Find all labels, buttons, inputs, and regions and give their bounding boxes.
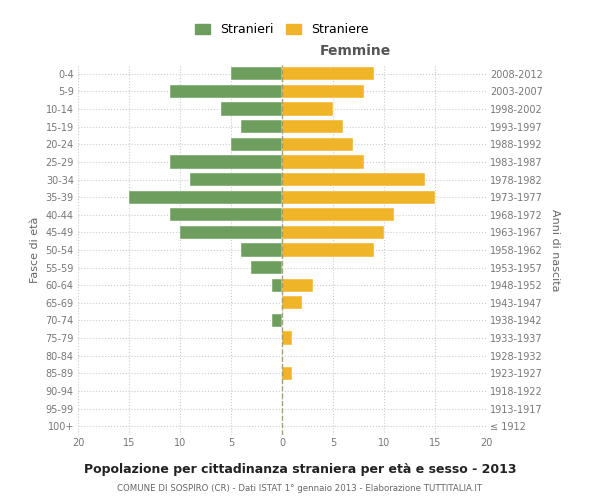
Bar — [282, 173, 425, 186]
Bar — [129, 190, 282, 204]
Bar — [180, 226, 282, 239]
Bar — [282, 85, 364, 98]
Bar — [170, 85, 282, 98]
Bar — [190, 173, 282, 186]
Bar — [282, 244, 374, 256]
Bar — [170, 156, 282, 168]
Y-axis label: Fasce di età: Fasce di età — [30, 217, 40, 283]
Bar — [272, 278, 282, 292]
Bar — [231, 138, 282, 151]
Bar — [282, 296, 302, 310]
Legend: Stranieri, Straniere: Stranieri, Straniere — [191, 20, 373, 40]
Bar — [282, 190, 435, 204]
Bar — [282, 366, 292, 380]
Bar — [282, 332, 292, 344]
Bar — [282, 67, 374, 80]
Bar — [282, 138, 353, 151]
Bar — [282, 278, 313, 292]
Y-axis label: Anni di nascita: Anni di nascita — [550, 209, 560, 291]
Bar — [282, 208, 394, 222]
Text: Femmine: Femmine — [320, 44, 391, 58]
Text: COMUNE DI SOSPIRO (CR) - Dati ISTAT 1° gennaio 2013 - Elaborazione TUTTITALIA.IT: COMUNE DI SOSPIRO (CR) - Dati ISTAT 1° g… — [118, 484, 482, 493]
Bar — [241, 244, 282, 256]
Text: Popolazione per cittadinanza straniera per età e sesso - 2013: Popolazione per cittadinanza straniera p… — [84, 462, 516, 475]
Bar — [221, 102, 282, 116]
Bar — [282, 156, 364, 168]
Bar — [272, 314, 282, 327]
Bar — [282, 226, 384, 239]
Bar — [251, 261, 282, 274]
Bar — [170, 208, 282, 222]
Bar — [282, 102, 333, 116]
Bar — [282, 120, 343, 134]
Bar — [231, 67, 282, 80]
Bar — [241, 120, 282, 134]
